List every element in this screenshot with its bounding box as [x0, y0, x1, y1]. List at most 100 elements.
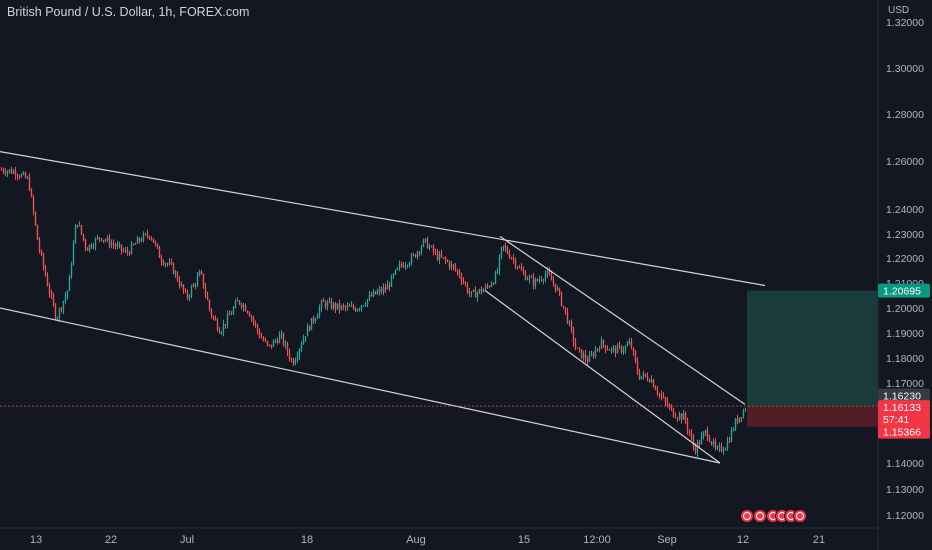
candle: [616, 343, 619, 354]
candle: [542, 278, 545, 285]
candle: [328, 296, 331, 304]
candle: [146, 229, 149, 239]
candle: [346, 302, 349, 311]
time-tick-label: 12: [737, 534, 749, 546]
candle: [158, 245, 161, 259]
position-zones[interactable]: [747, 290, 878, 427]
candle: [434, 248, 437, 256]
candle: [336, 303, 339, 311]
candle: [634, 349, 637, 364]
candle: [124, 247, 127, 253]
candle: [522, 266, 525, 276]
candle: [652, 378, 655, 388]
trendline[interactable]: [499, 235, 746, 405]
candle: [296, 351, 299, 363]
chart-title: British Pound / U.S. Dollar, 1h, FOREX.c…: [7, 5, 250, 19]
candle: [16, 173, 19, 181]
candle: [594, 345, 597, 359]
candle: [408, 261, 411, 268]
trendline[interactable]: [484, 290, 721, 464]
candle: [584, 350, 587, 363]
candle: [392, 272, 395, 279]
candle: [288, 348, 291, 362]
candle: [342, 303, 345, 310]
candle: [672, 408, 675, 418]
candle: [722, 447, 725, 456]
candle: [254, 320, 257, 329]
candle: [72, 239, 75, 266]
candle: [458, 268, 461, 279]
stop-price-badge: 1.15366: [878, 424, 930, 439]
candle: [486, 283, 489, 289]
trendline[interactable]: [0, 151, 766, 287]
time-tick-label: 15: [518, 534, 530, 546]
candle: [580, 349, 583, 359]
candle: [88, 244, 91, 253]
candle: [86, 247, 89, 251]
candle: [648, 378, 651, 383]
candle: [30, 188, 33, 198]
candle: [36, 224, 39, 241]
candle: [114, 242, 117, 250]
economic-event-icon[interactable]: [793, 509, 807, 523]
candle: [176, 270, 179, 283]
candle: [478, 288, 481, 294]
candle: [544, 270, 547, 283]
candle: [624, 344, 627, 354]
candle: [108, 233, 111, 249]
candle: [330, 297, 333, 310]
candle: [204, 282, 207, 299]
time-tick-label: Jul: [180, 534, 194, 546]
loss-zone[interactable]: [747, 406, 878, 427]
candle: [314, 317, 317, 324]
candle: [344, 304, 347, 312]
candle: [326, 299, 329, 311]
candle: [592, 351, 595, 359]
candle: [426, 236, 429, 249]
candle: [730, 426, 733, 443]
candle: [142, 231, 145, 243]
candle: [308, 325, 311, 332]
candle: [508, 249, 511, 259]
candle: [368, 290, 371, 302]
candle: [220, 331, 223, 336]
candle: [586, 355, 589, 366]
price-tick-label: 1.20000: [886, 303, 924, 315]
candle: [442, 257, 445, 260]
candle: [310, 317, 313, 331]
candle: [322, 297, 325, 302]
candle: [440, 249, 443, 258]
candle: [562, 305, 565, 309]
candle: [418, 250, 421, 257]
candle: [216, 318, 219, 332]
candle: [270, 344, 273, 349]
candle: [92, 243, 95, 250]
candle: [298, 347, 301, 361]
economic-event-icon[interactable]: [740, 509, 754, 523]
trendline[interactable]: [0, 307, 721, 464]
candle: [720, 442, 723, 453]
candle: [402, 261, 405, 268]
candle: [742, 408, 745, 419]
candle: [178, 276, 181, 289]
candle: [218, 326, 221, 334]
candle: [52, 292, 55, 308]
candle: [452, 263, 455, 271]
trendlines[interactable]: [0, 151, 766, 464]
candle: [420, 244, 423, 256]
profit-zone[interactable]: [747, 290, 878, 407]
time-axis[interactable]: 13 22 Jul 18 Aug 15 12:00 Sep 12 21: [0, 527, 878, 546]
candle: [282, 332, 285, 347]
candles: [0, 166, 747, 457]
candle: [294, 357, 297, 366]
candle: [266, 340, 269, 347]
candle: [448, 260, 451, 271]
candle: [306, 323, 309, 337]
candle: [568, 320, 571, 327]
event-markers[interactable]: [740, 509, 807, 523]
candle: [234, 298, 237, 309]
economic-event-icon[interactable]: [753, 509, 767, 523]
candle: [608, 348, 611, 351]
